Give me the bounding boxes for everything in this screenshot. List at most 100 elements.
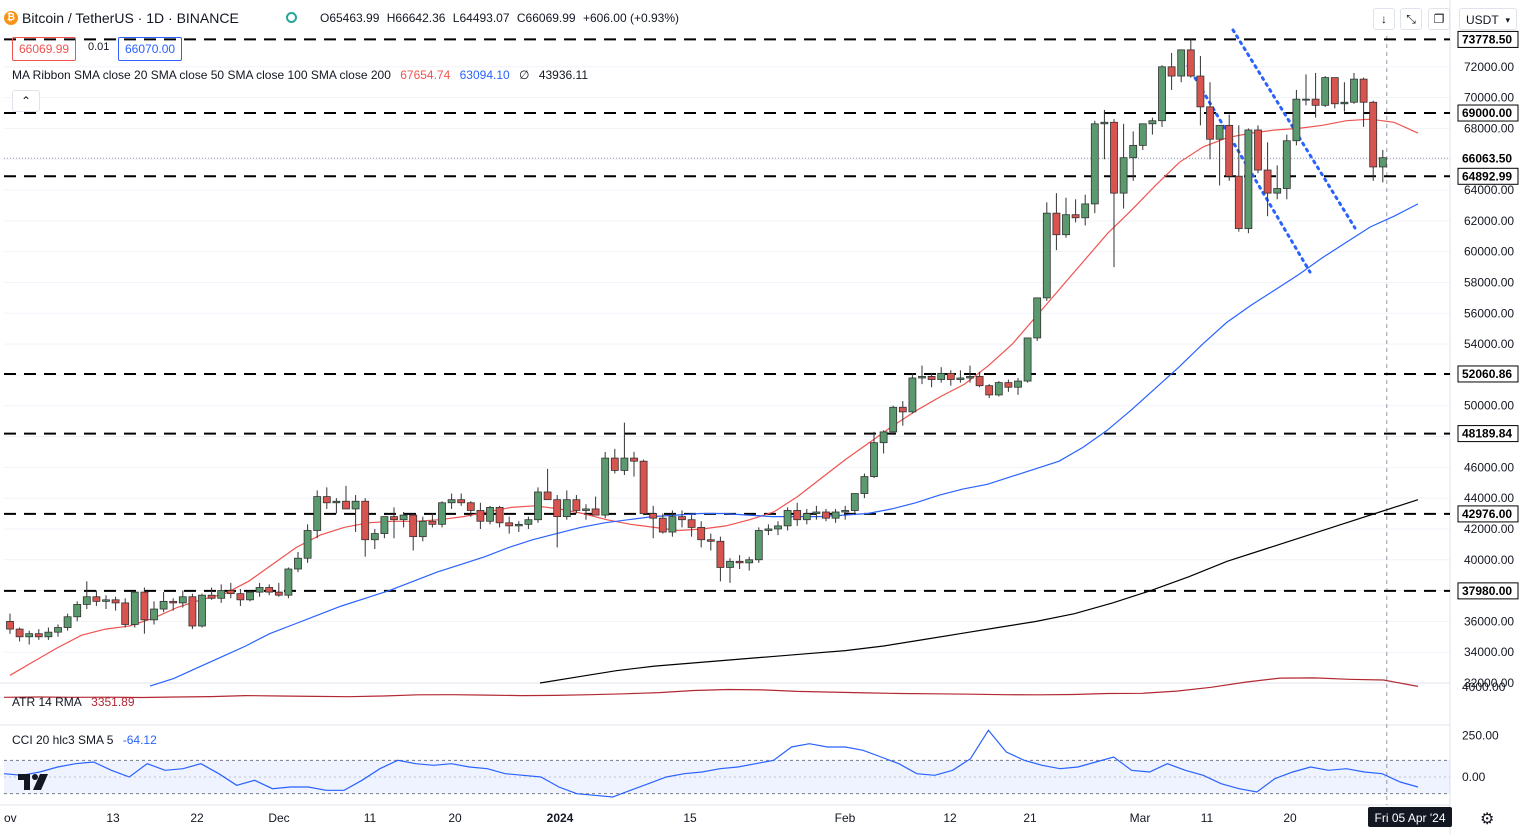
price-axis[interactable]: 32000.00 34000.00 36000.00 40000.00 42000.00…	[1458, 31, 1518, 784]
candle-body	[439, 503, 446, 525]
candle-body	[256, 587, 263, 592]
candle-body	[967, 376, 974, 378]
candle-body	[515, 524, 522, 526]
candle-body	[1264, 170, 1271, 193]
candle-body	[266, 587, 273, 592]
price-tick-label: 44000.00	[1464, 491, 1514, 505]
price-tick-label: 36000.00	[1464, 614, 1514, 628]
trendlines	[1188, 30, 1355, 272]
ma-ribbon-label: MA Ribbon SMA close 20 SMA close 50 SMA …	[12, 68, 391, 82]
candle-body	[218, 591, 225, 599]
low-value: L64493.07	[453, 11, 510, 25]
candle-body	[391, 517, 398, 520]
candle-body	[1255, 130, 1262, 170]
candle-body	[343, 501, 350, 509]
candle-body	[631, 458, 638, 461]
symbol-title[interactable]: Bitcoin / TetherUS · 1D · BINANCE	[22, 10, 239, 26]
sell-button[interactable]: 66069.99	[12, 37, 76, 61]
candle-body	[842, 510, 849, 512]
candle-body	[823, 512, 830, 518]
candle-body	[304, 530, 311, 558]
price-tick-label: 62000.00	[1464, 214, 1514, 228]
candle-body	[227, 591, 234, 594]
candle-body	[496, 507, 503, 522]
candle-body	[803, 514, 810, 520]
candle-body	[1360, 79, 1367, 102]
open-value: O65463.99	[320, 11, 379, 25]
ma-line	[150, 204, 1418, 686]
atr-legend[interactable]: ATR 14 RMA 3351.89	[12, 695, 141, 709]
candle-body	[746, 560, 753, 563]
level-price-label: 52060.86	[1462, 367, 1512, 381]
ma-empty-symbol: ∅	[519, 68, 529, 82]
price-tick-label: 64000.00	[1464, 183, 1514, 197]
candle-body	[919, 376, 926, 378]
high-value: H66642.36	[387, 11, 446, 25]
candle-body	[352, 501, 359, 509]
candle-body	[659, 518, 666, 532]
level-price-label: 64892.99	[1462, 169, 1512, 183]
candle-body	[794, 510, 801, 519]
candle-body	[1168, 67, 1175, 76]
candle-body	[477, 510, 484, 521]
level-price-label: 69000.00	[1462, 106, 1512, 120]
candle-body	[64, 617, 71, 628]
candle-body	[1331, 78, 1338, 104]
arrow-down-icon[interactable]: ↓	[1373, 8, 1395, 30]
candle-body	[727, 561, 734, 567]
candle-body	[554, 500, 561, 517]
candle-body	[1015, 381, 1022, 387]
price-tick-label: 58000.00	[1464, 275, 1514, 289]
time-axis[interactable]: ov 13 22 Dec 11 20 2024 15 Feb 12 21 Mar 11 20 Fri 05 …	[4, 807, 1452, 827]
candle-body	[160, 601, 167, 609]
time-tick-label: 11	[364, 811, 377, 825]
candle-body	[323, 497, 330, 503]
candle-body	[1063, 215, 1070, 235]
fullscreen-icon[interactable]: ⤡	[1400, 8, 1422, 30]
buy-button[interactable]: 66070.00	[118, 37, 182, 61]
candle-body	[611, 458, 618, 470]
candle-body	[1178, 50, 1185, 76]
horizontal-levels	[4, 39, 1450, 590]
market-status-icon[interactable]	[286, 12, 297, 23]
atr-tick-label: 4000.00	[1462, 680, 1506, 694]
candle-body	[103, 600, 110, 602]
price-tick-label: 46000.00	[1464, 460, 1514, 474]
candle-body	[909, 378, 916, 412]
candle-body	[487, 507, 494, 521]
candle-body	[458, 500, 465, 503]
candle-body	[621, 458, 628, 470]
level-price-label: 73778.50	[1462, 32, 1512, 46]
chevron-down-icon: ▾	[1505, 9, 1510, 31]
candle-body	[1322, 78, 1329, 106]
restore-icon[interactable]: ❐	[1428, 8, 1450, 30]
candle-body	[1130, 145, 1137, 157]
candle-body	[784, 510, 791, 525]
close-value: C66069.99	[517, 11, 576, 25]
candle-body	[131, 592, 138, 624]
candle-body	[247, 592, 254, 600]
candle-body	[679, 517, 686, 520]
candle-body	[1005, 383, 1012, 388]
gear-icon[interactable]: ⚙	[1480, 809, 1494, 829]
atr-line	[4, 678, 1418, 698]
ma-ribbon-legend[interactable]: MA Ribbon SMA close 20 SMA close 50 SMA …	[12, 68, 594, 82]
candle-body	[1034, 298, 1041, 338]
collapse-legend-button[interactable]: ⌃	[12, 90, 40, 112]
time-tick-label: 21	[1023, 811, 1037, 825]
price-tick-label: 56000.00	[1464, 306, 1514, 320]
atr-label: ATR 14 RMA	[12, 695, 82, 709]
candle-body	[707, 540, 714, 542]
candles	[7, 39, 1387, 644]
time-cursor-label: Fri 05 Apr '24	[1375, 811, 1446, 825]
candle-body	[1283, 141, 1290, 189]
cci-legend[interactable]: CCI 20 hlc3 SMA 5 -64.12	[12, 733, 163, 747]
candle-body	[669, 517, 676, 532]
currency-select[interactable]: USDT ▾	[1459, 8, 1517, 30]
time-tick-label: 11	[1201, 811, 1214, 825]
candle-body	[93, 597, 100, 602]
change-value: +606.00 (+0.93%)	[583, 11, 679, 25]
candle-body	[362, 501, 369, 540]
candle-body	[1216, 125, 1223, 139]
